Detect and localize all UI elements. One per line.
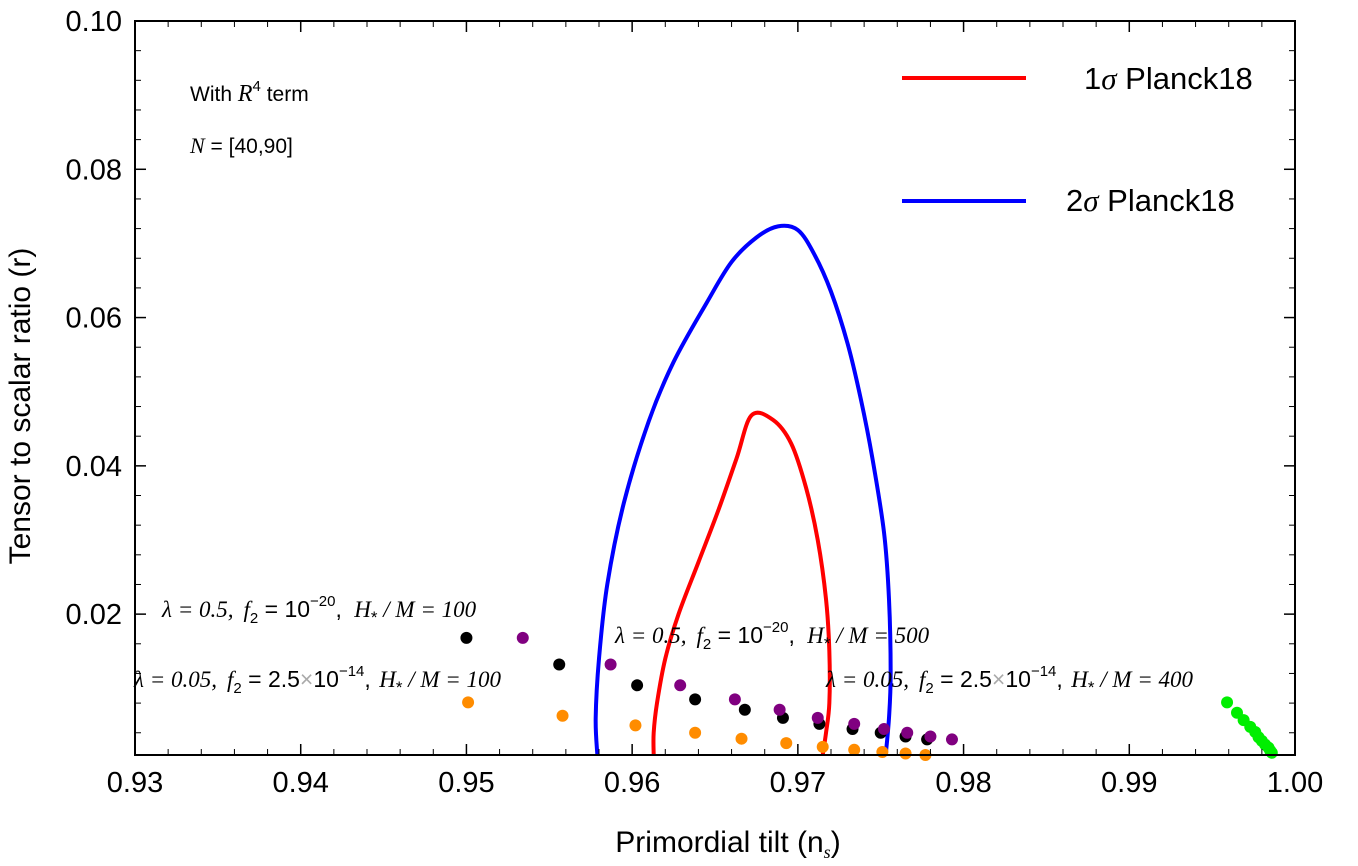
plot-frame (134, 20, 1296, 756)
annotation-series-green: λ = 0.05, f2 = 2.5×10−14, H* / M = 400 (825, 663, 1194, 697)
point-orange (689, 726, 702, 739)
point-purple (924, 730, 937, 743)
point-purple (604, 658, 617, 671)
contour-layer (593, 223, 893, 756)
annotation-series-black: λ = 0.5, f2 = 10−20, H* / M = 100 (161, 593, 477, 627)
point-purple (848, 717, 861, 730)
note-efolds: N = [40,90] (189, 133, 293, 158)
x-tick-label: 0.97 (770, 767, 826, 799)
annotation-series-orange: λ = 0.05, f2 = 2.5×10−14, H* / M = 100 (133, 663, 502, 697)
ticks-layer: 0.93 0.94 0.95 0.96 0.97 0.98 0.99 1.00 0.02 0.04… (66, 6, 1324, 799)
point-orange (816, 740, 829, 753)
y-tick-label: 0.04 (66, 451, 122, 483)
point-purple (901, 726, 914, 739)
point-purple (945, 733, 958, 746)
y-axis-label: Tensor to scalar ratio (r) (4, 248, 37, 565)
point-purple (516, 631, 529, 644)
point-orange (629, 719, 642, 732)
point-purple (674, 679, 687, 692)
y-tick-label: 0.02 (66, 599, 122, 631)
legend-label-2sigma: 2σ Planck18 (1066, 183, 1235, 218)
point-purple (811, 711, 824, 724)
x-axis-label: Primordial tilt (ns) (615, 826, 840, 862)
point-orange (462, 696, 475, 709)
x-tick-label: 0.96 (604, 767, 660, 799)
y-tick-label: 0.08 (66, 154, 122, 186)
contour-2sigma (593, 223, 893, 756)
point-orange (876, 746, 889, 759)
x-tick-label: 0.98 (935, 767, 991, 799)
x-tick-label: 0.93 (107, 767, 163, 799)
x-tick-label: 1.00 (1267, 767, 1323, 799)
x-tick-label: 0.94 (272, 767, 328, 799)
contour-1sigma (651, 410, 832, 756)
annotation-series-purple: λ = 0.5, f2 = 10−20, H* / M = 500 (614, 619, 930, 653)
point-green (1265, 746, 1278, 759)
x-tick-label: 0.95 (438, 767, 494, 799)
point-black (738, 703, 751, 716)
point-black (631, 679, 644, 692)
point-purple (878, 723, 891, 736)
point-orange (899, 747, 912, 760)
point-orange (556, 709, 569, 722)
point-black (460, 631, 473, 644)
point-orange (848, 743, 861, 756)
legend-label-1sigma: 1σ Planck18 (1084, 61, 1253, 96)
y-tick-label: 0.10 (66, 6, 122, 38)
note-r4-term: With R4 term (190, 78, 309, 107)
point-purple (728, 693, 741, 706)
x-tick-label: 0.99 (1101, 767, 1157, 799)
point-purple (773, 703, 786, 716)
point-black (689, 693, 702, 706)
point-black (553, 658, 566, 671)
point-orange (735, 732, 748, 745)
points-layer (460, 631, 1278, 761)
point-green (1221, 696, 1234, 709)
y-tick-label: 0.06 (66, 303, 122, 335)
point-orange (780, 737, 793, 750)
